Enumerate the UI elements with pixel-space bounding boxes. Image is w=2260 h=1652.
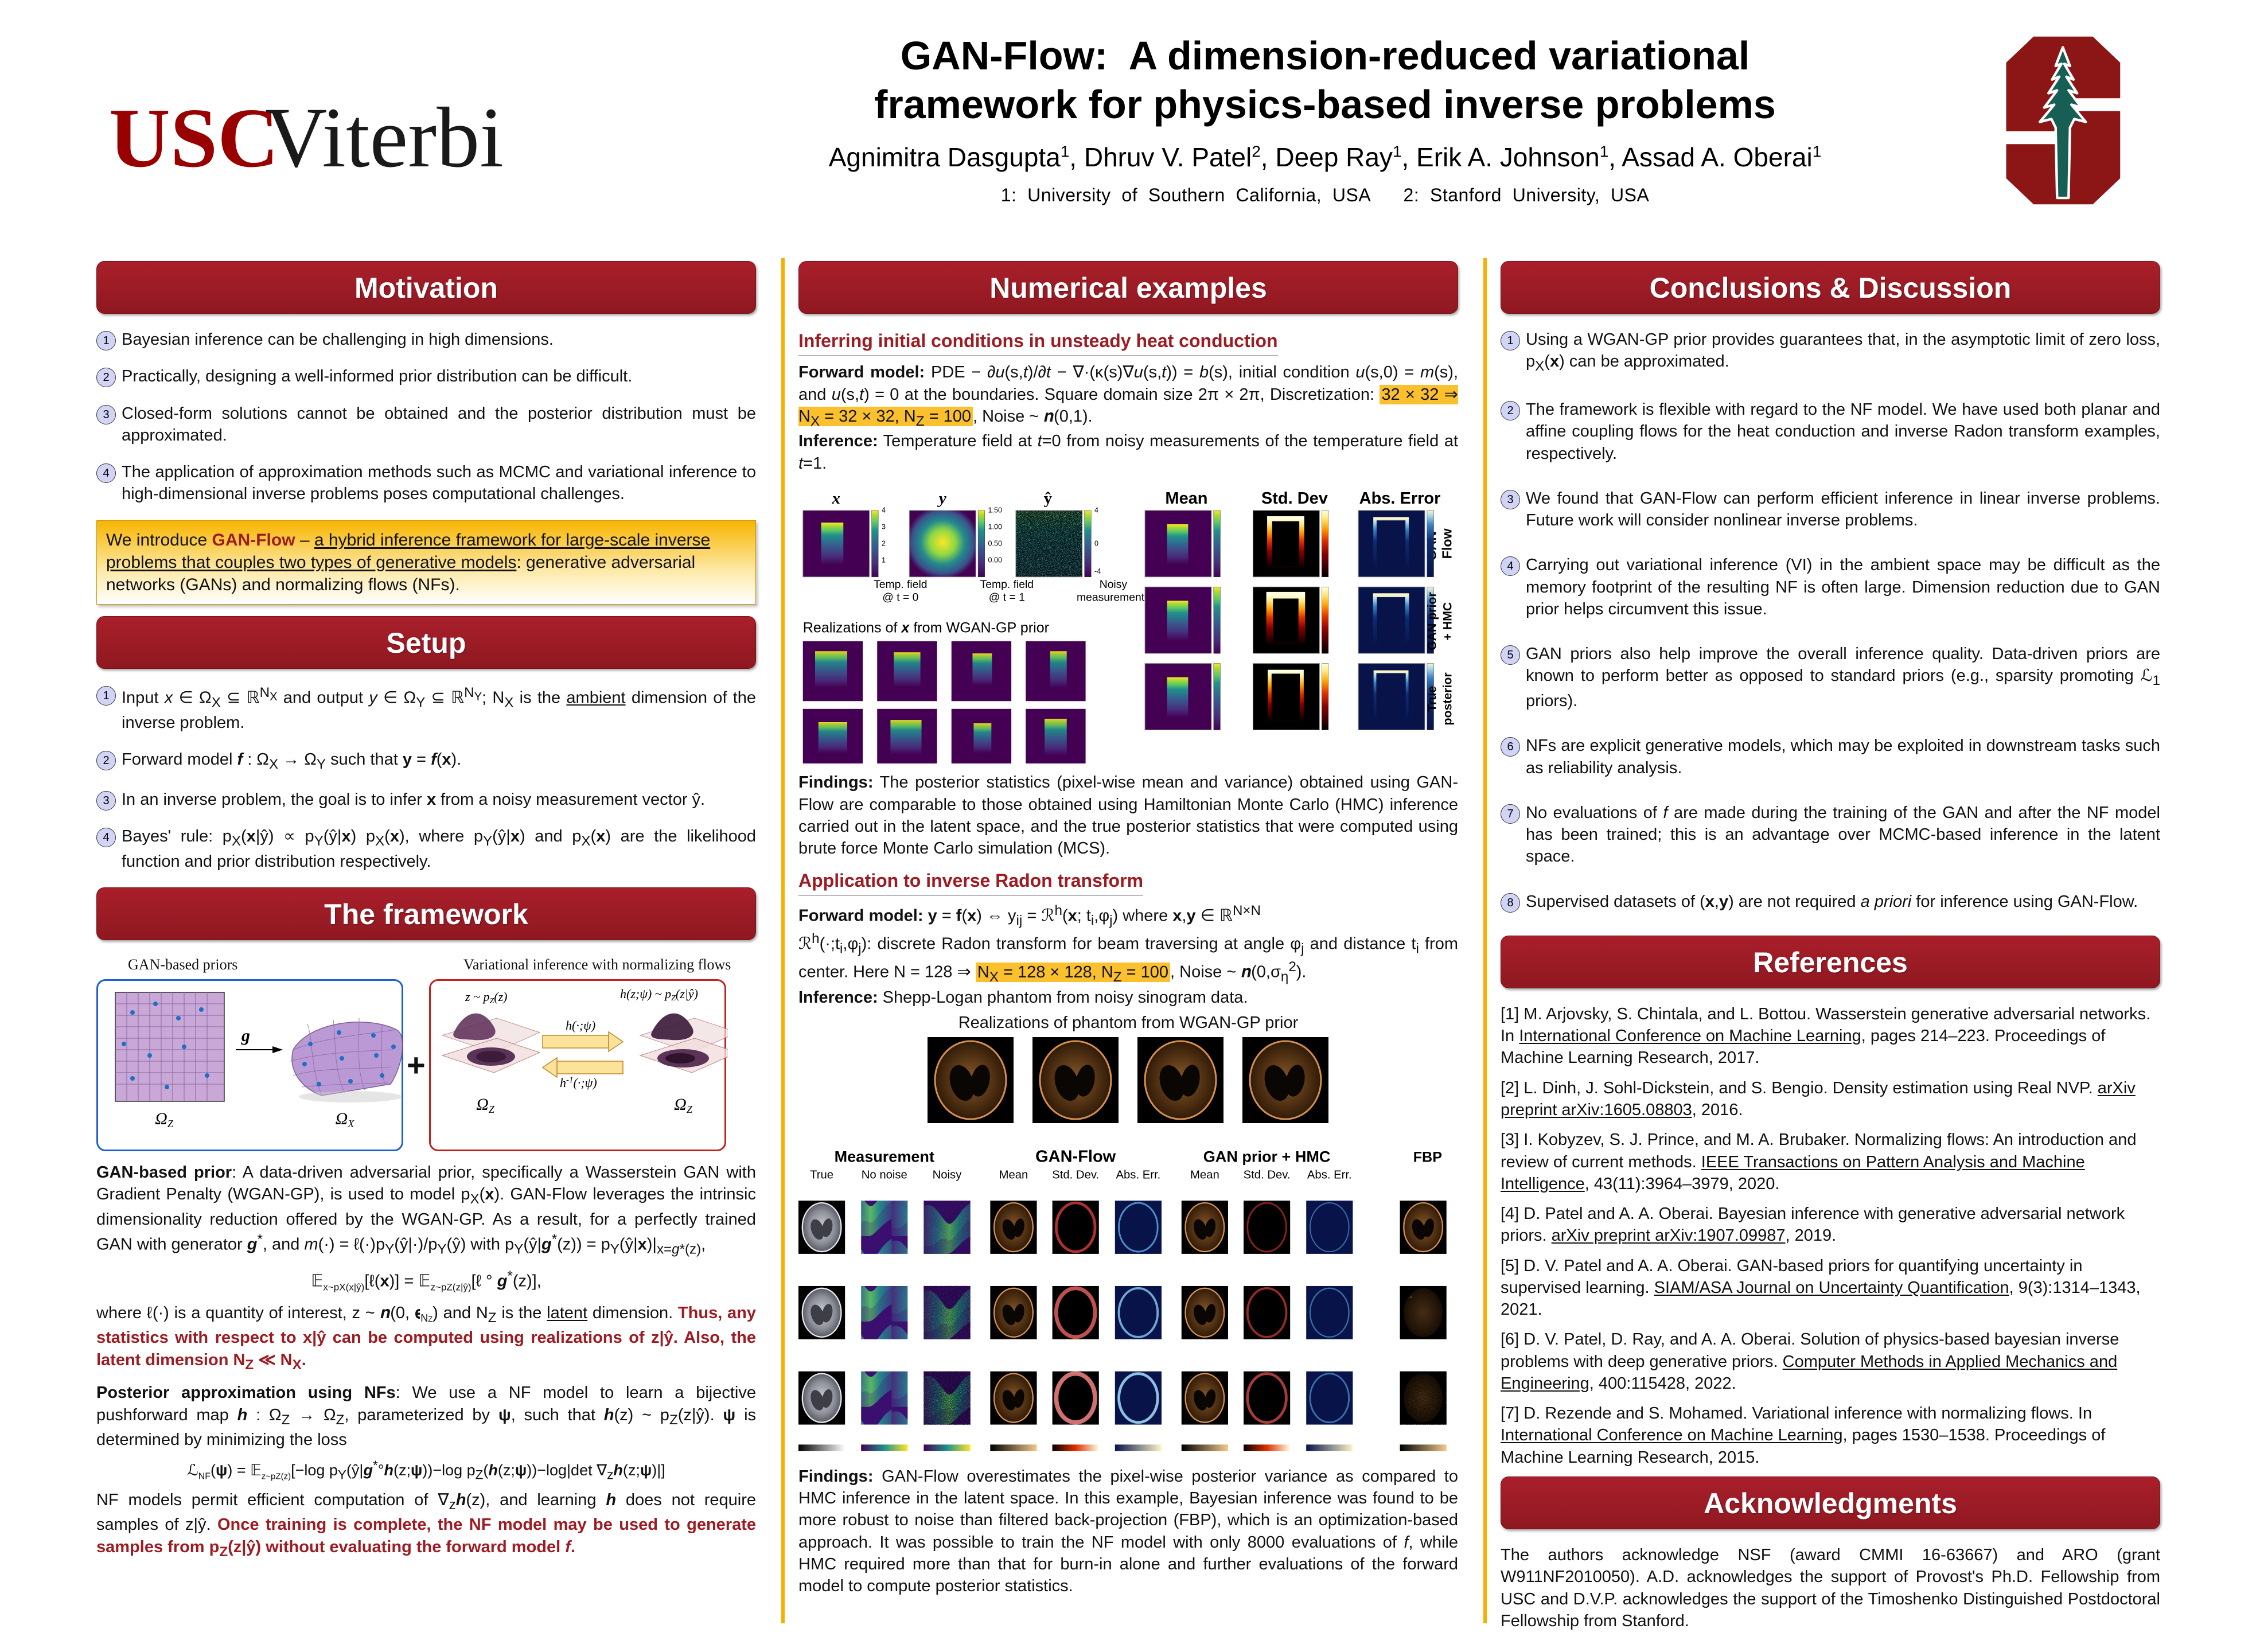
svg-text:Abs. Err.: Abs. Err. <box>1116 1169 1161 1182</box>
svg-text:GAN-Flow: GAN-Flow <box>1035 1148 1116 1166</box>
svg-text:Mean: Mean <box>999 1169 1028 1182</box>
svg-text:Realizations of x from WGAN-GP: Realizations of x from WGAN-GP prior <box>803 620 1049 636</box>
svg-text:ΩX: ΩX <box>336 1109 355 1129</box>
svg-text:3: 3 <box>882 523 886 531</box>
svg-text:Noisy: Noisy <box>1100 579 1128 591</box>
svg-text:ΩZ: ΩZ <box>674 1095 693 1115</box>
svg-text:y: y <box>937 489 946 508</box>
svg-text:True: True <box>810 1169 833 1182</box>
svg-text:Noisy: Noisy <box>933 1169 963 1182</box>
svg-text:0.50: 0.50 <box>988 540 1002 548</box>
svg-text:Temp. field: Temp. field <box>980 579 1034 591</box>
svg-text:-4: -4 <box>1094 567 1101 575</box>
svg-text:Abs. Err.: Abs. Err. <box>1307 1169 1352 1182</box>
svg-text:Flow: Flow <box>1439 528 1454 559</box>
svg-text:x: x <box>831 489 840 508</box>
svg-text:FBP: FBP <box>1413 1150 1442 1166</box>
svg-text:Viterbi: Viterbi <box>265 90 504 185</box>
svg-text:h-1(·;ψ): h-1(·;ψ) <box>560 1076 597 1090</box>
svg-text:Mean: Mean <box>1190 1169 1219 1182</box>
svg-text:Temp. field: Temp. field <box>874 579 927 591</box>
svg-text:1.00: 1.00 <box>988 523 1002 531</box>
svg-text:g: g <box>241 1026 250 1045</box>
svg-text:0.00: 0.00 <box>988 556 1002 564</box>
svg-text:4: 4 <box>1094 506 1098 515</box>
svg-text:measurements: measurements <box>1077 591 1150 603</box>
svg-text:ŷ: ŷ <box>1044 489 1053 508</box>
svg-text:ΩZ: ΩZ <box>476 1095 495 1115</box>
svg-text:0: 0 <box>1094 540 1098 548</box>
svg-text:ΩZ: ΩZ <box>155 1109 174 1129</box>
svg-text:@ t = 0: @ t = 0 <box>882 591 918 603</box>
svg-text:posterior: posterior <box>1440 672 1454 725</box>
svg-text:1.50: 1.50 <box>988 506 1002 515</box>
svg-text:@ t = 1: @ t = 1 <box>989 591 1025 603</box>
svg-text:Std. Dev.: Std. Dev. <box>1052 1169 1099 1182</box>
svg-text:2: 2 <box>882 540 886 548</box>
svg-text:1: 1 <box>882 556 886 564</box>
svg-text:+ HMC: + HMC <box>1440 602 1454 641</box>
svg-text:True: True <box>1425 686 1439 712</box>
svg-text:Std. Dev: Std. Dev <box>1261 489 1328 508</box>
svg-text:Abs. Error: Abs. Error <box>1359 489 1441 508</box>
svg-text:GAN prior + HMC: GAN prior + HMC <box>1203 1148 1331 1166</box>
svg-text:4: 4 <box>882 506 886 515</box>
svg-text:USC: USC <box>109 91 279 185</box>
svg-text:z ~ pZ(z): z ~ pZ(z) <box>465 989 507 1006</box>
svg-text:Std. Dev.: Std. Dev. <box>1244 1169 1291 1182</box>
svg-text:Measurement: Measurement <box>835 1148 934 1166</box>
svg-text:h(z;ψ) ~ pZ(z|ŷ): h(z;ψ) ~ pZ(z|ŷ) <box>620 987 698 1003</box>
svg-text:No noise: No noise <box>862 1169 907 1182</box>
svg-text:GAN prior: GAN prior <box>1425 592 1439 650</box>
svg-text:Mean: Mean <box>1165 489 1207 508</box>
svg-text:h(·;ψ): h(·;ψ) <box>566 1018 595 1032</box>
